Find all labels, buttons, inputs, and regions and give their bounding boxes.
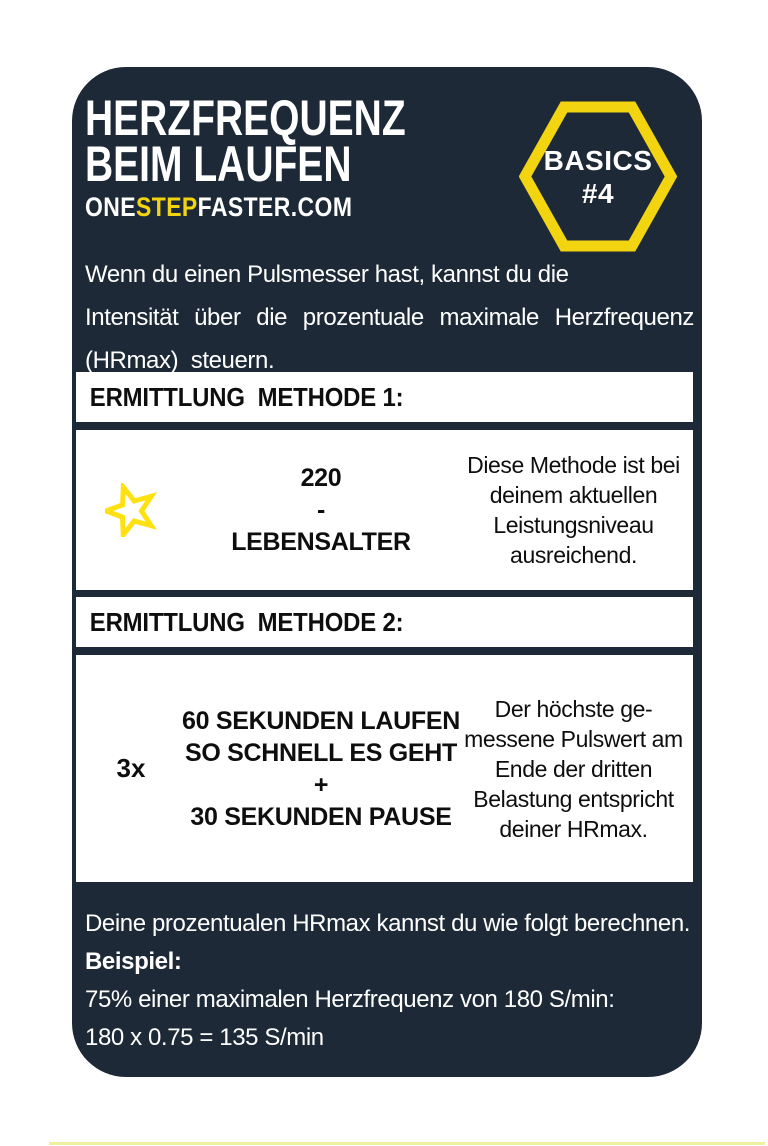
badge-line1: BASICS [543,144,653,176]
page-title: HERZFREQUENZ BEIM LAUFEN [85,90,406,192]
intro-line3: (HRmax) steuern. [85,347,275,374]
method2-repeat-count: 3x [116,753,146,783]
footer-line1: Deine prozentualen HRmax kannst du wie f… [85,910,691,937]
method1-formula: 220 - LEBENSALTER [231,464,411,556]
hexagon-icon [519,101,677,252]
method2-formula: 60 SEKUNDEN LAUFEN SO SCHNELL ES GEHT + … [182,706,460,831]
intro-text: Wenn du einen Pulsmesser hast, kannst du… [85,253,694,382]
site-url: ONESTEPFASTER.COM [85,192,352,223]
intro-line1: Wenn du einen Pulsmesser hast, kannst du… [85,261,569,288]
star-icon [105,483,157,537]
basics-badge: BASICS #4 [519,100,677,253]
method1-note: Diese Methode ist bei deinem aktuellen L… [467,452,680,568]
method1-header: ERMITTLUNG METHODE 1: [89,381,404,412]
method1-icon-cell [76,430,186,590]
footer-label: Beispiel: [85,948,182,975]
method2-note: Der höchste ge- messene Pulswert am Ende… [464,695,683,842]
intro-line2: Intensität über die prozentuale maximale… [85,304,694,331]
footer-line3: 180 x 0.75 = 135 S/min [85,1024,324,1051]
page-title-line2: BEIM LAUFEN [85,136,352,192]
method1-content-box: 220 - LEBENSALTER Diese Methode ist bei … [76,430,693,590]
site-url-part-one: ONE [85,192,137,222]
bottom-yellow-strip [49,1142,765,1145]
site-url-part-faster: FASTER.COM [197,192,353,222]
badge-line2: #4 [581,177,615,209]
method2-header: ERMITTLUNG METHODE 2: [89,606,404,637]
site-url-part-step: STEP [136,192,198,222]
method1-header-box: ERMITTLUNG METHODE 1: [76,372,693,422]
footer-line2: 75% einer maximalen Herzfrequenz von 180… [85,986,615,1013]
footer-text: Deine prozentualen HRmax kannst du wie f… [85,905,697,1057]
method2-header-box: ERMITTLUNG METHODE 2: [76,597,693,647]
infographic-card: HERZFREQUENZ BEIM LAUFEN ONESTEPFASTER.C… [72,67,702,1077]
page-title-line1: HERZFREQUENZ [85,90,406,146]
method2-content-box: 3x 60 SEKUNDEN LAUFEN SO SCHNELL ES GEHT… [76,655,693,882]
basics-badge-text: BASICS #4 [519,100,677,253]
